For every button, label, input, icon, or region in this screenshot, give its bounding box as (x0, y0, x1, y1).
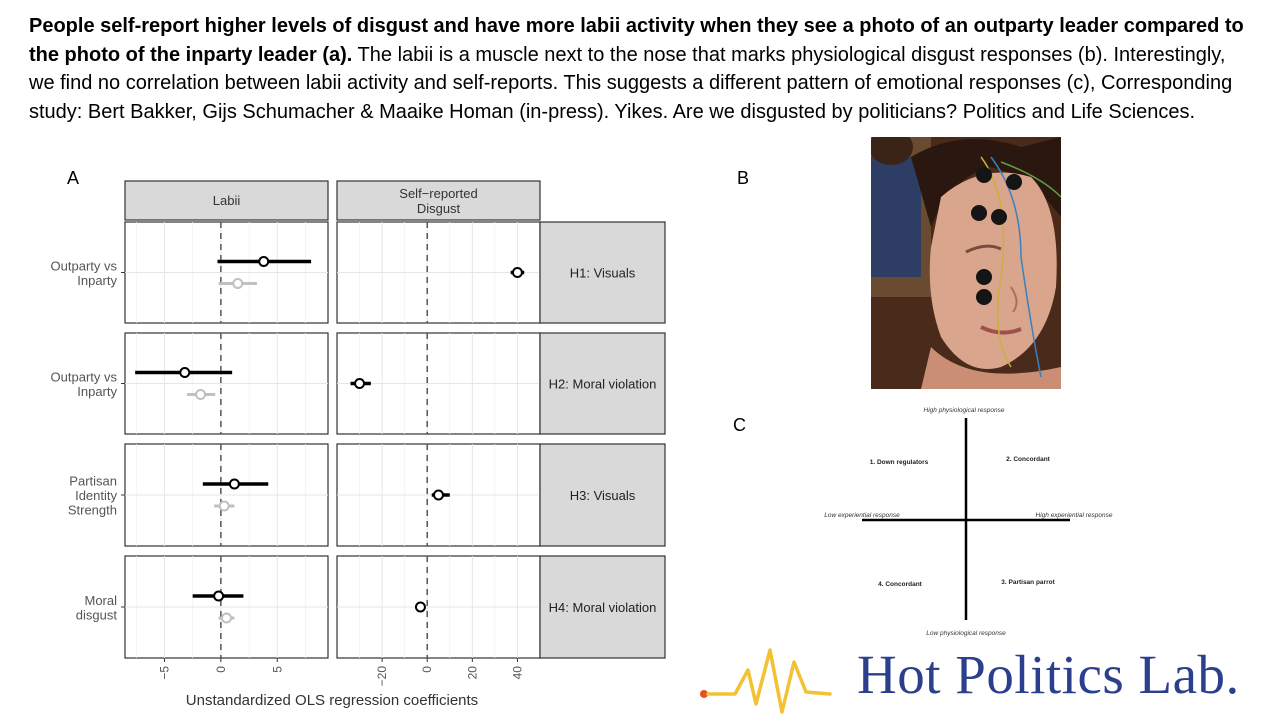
x-tick-label-labii: 0 (214, 666, 228, 673)
labii-estimate-point (218, 500, 230, 512)
logo-text: Hot Politics Lab. (857, 644, 1240, 705)
y-axis-label: Inparty (77, 384, 117, 399)
self-estimate-point (433, 489, 444, 501)
y-axis-label: Identity (75, 488, 117, 503)
y-axis-label: Strength (68, 503, 117, 518)
y-axis-label: Inparty (77, 273, 117, 288)
y-axis-label: Outparty vs (51, 258, 118, 273)
electrode-icon (976, 289, 992, 305)
quadrant-1-label: 1. Down regulators (870, 459, 929, 466)
person-background (871, 137, 913, 165)
x-axis-label: Unstandardized OLS regression coefficien… (186, 692, 478, 709)
x-tick-label-self: 20 (465, 666, 479, 680)
labii-estimate-point (228, 478, 240, 490)
facet-strip-self (336, 180, 541, 221)
panel-label-c: C (733, 415, 746, 435)
y-axis-label: Partisan (69, 474, 117, 489)
hot-politics-lab-logo (700, 648, 832, 714)
caption-text: The labii is a muscle next to the nose t… (29, 43, 1233, 123)
electrode-icon (976, 167, 992, 183)
y-axis-label: Moral (84, 593, 117, 608)
panel-label-a: A (67, 168, 80, 188)
axis-label-bottom: Low physiological response (926, 630, 1006, 637)
row-strip-label: H2: Moral violation (549, 377, 657, 392)
facet-label-self-1: Self−reported (399, 186, 477, 201)
figure-caption: People self-report higher levels of disg… (29, 12, 1254, 126)
quadrant-3-label: 3. Partisan parrot (1001, 579, 1055, 586)
x-tick-label-self: 0 (420, 666, 434, 673)
labii-estimate-point (258, 256, 270, 267)
face (929, 172, 1057, 369)
row-strip (539, 221, 666, 324)
self-estimate-point (414, 601, 426, 613)
hair (911, 137, 1061, 227)
x-tick-label-labii: 5 (270, 666, 284, 673)
panel-label-b: B (737, 168, 750, 188)
logo-dot (700, 690, 708, 698)
labii-electrode-photo (871, 137, 1061, 389)
row-strip-label: H3: Visuals (570, 488, 636, 503)
quadrant-2-label: 2. Concordant (1006, 456, 1051, 463)
self-estimate-point (354, 378, 366, 389)
row-strip (539, 555, 666, 659)
electrode-icon (971, 205, 987, 221)
labii-estimate-point (195, 389, 207, 400)
labii-estimate-point (179, 367, 191, 378)
electrode-icon (991, 209, 1007, 225)
x-tick-label-labii: −5 (157, 666, 171, 680)
facet-label-labii: Labii (213, 193, 241, 208)
quadrant-4-label: 4. Concordant (878, 581, 923, 588)
electrode-icon (976, 269, 992, 285)
row-strip (539, 332, 666, 435)
response-quadrant-diagram: High physiological response Low physiolo… (824, 407, 1113, 637)
labii-estimate-point (232, 278, 244, 289)
logo-wave (706, 648, 832, 714)
x-tick-label-self: −20 (375, 666, 389, 687)
axis-label-top: High physiological response (924, 407, 1005, 414)
labii-estimate-point (221, 612, 232, 624)
x-tick-label-self: 40 (510, 666, 524, 680)
row-strip (539, 443, 666, 547)
axis-label-right: High experiential response (1036, 512, 1113, 519)
facet-strip-labii (124, 180, 329, 221)
row-strip-label: H4: Moral violation (549, 600, 657, 615)
caption-bold: People self-report higher levels of disg… (29, 15, 1244, 66)
row-strip-label: H1: Visuals (570, 266, 636, 281)
self-estimate-point (511, 267, 523, 278)
facet-label-self-2: Disgust (417, 201, 461, 216)
y-axis-label: Outparty vs (51, 369, 118, 384)
electrode-icon (1006, 174, 1022, 190)
labii-estimate-point (213, 590, 225, 602)
y-axis-label: disgust (76, 607, 118, 622)
axis-label-left: Low experiential response (824, 512, 900, 519)
